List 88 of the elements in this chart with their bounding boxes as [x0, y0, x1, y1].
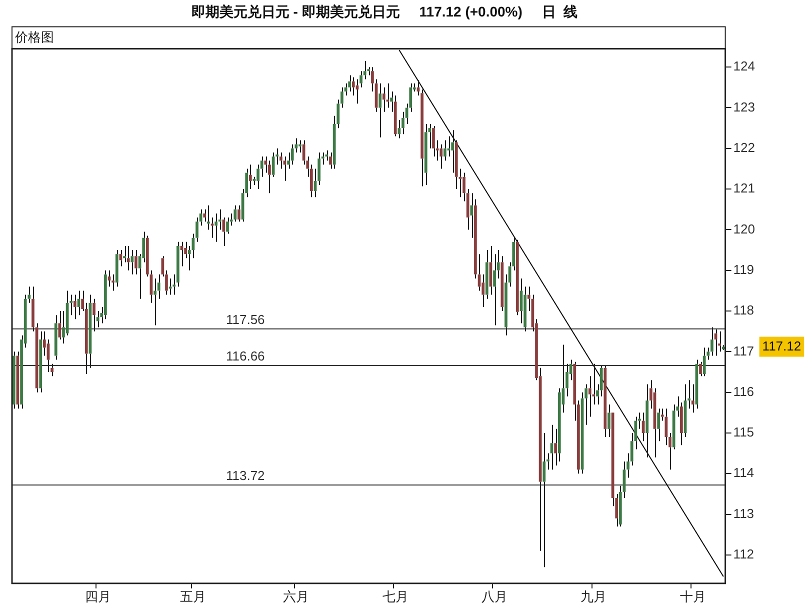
- candlestick: [123, 245, 126, 263]
- candlestick: [298, 140, 302, 153]
- candlestick: [398, 119, 401, 139]
- y-tick-label: 124: [733, 58, 756, 74]
- candlestick: [112, 274, 115, 292]
- x-tick-label: 六月: [283, 588, 310, 604]
- candlestick: [290, 144, 294, 166]
- candlestick: [493, 254, 496, 326]
- candlestick: [558, 388, 561, 462]
- text: 价格图: [14, 29, 54, 44]
- candlestick: [134, 250, 138, 275]
- candlestick: [115, 250, 118, 288]
- candlestick: [226, 217, 229, 234]
- candlestick: [702, 347, 706, 377]
- candlestick: [382, 86, 386, 112]
- candlestick: [329, 152, 332, 170]
- candlestick: [615, 493, 618, 527]
- candlestick: [554, 428, 557, 466]
- candlestick: [710, 326, 714, 356]
- candlestick: [440, 144, 443, 170]
- candlestick: [699, 361, 702, 377]
- candlestick: [268, 160, 271, 194]
- candlestick: [287, 152, 290, 170]
- text: 117.12: [762, 338, 802, 354]
- candlestick: [74, 294, 76, 320]
- candlestick: [371, 66, 374, 92]
- candlestick: [691, 384, 694, 414]
- candlestick: [214, 212, 218, 242]
- candlestick: [646, 384, 649, 458]
- y-tick-label: 123: [733, 99, 756, 114]
- candlestick: [444, 140, 446, 162]
- candlestick: [378, 82, 382, 138]
- candlestick: [54, 314, 58, 360]
- candlestick: [348, 74, 352, 92]
- y-tick-label: 114: [733, 465, 754, 480]
- x-tick-label: 九月: [580, 588, 607, 604]
- candlestick: [264, 156, 268, 174]
- candlestick: [550, 424, 554, 470]
- candlestick: [188, 245, 191, 271]
- candlestick: [604, 365, 607, 438]
- candlestick: [402, 111, 404, 135]
- x-tick-label: 十月: [680, 588, 706, 604]
- candlestick: [203, 208, 206, 222]
- candlestick: [657, 408, 660, 442]
- candlestick: [39, 330, 42, 393]
- y-tick-label: 118: [733, 302, 754, 318]
- y-tick-label: 115: [733, 424, 754, 440]
- candlestick: [618, 485, 622, 527]
- candlestick: [126, 245, 130, 271]
- candlestick: [608, 404, 610, 438]
- candlestick: [104, 270, 107, 320]
- y-tick-label: 116: [733, 384, 754, 399]
- candlestick: [234, 204, 237, 222]
- x-tick-label: 五月: [180, 588, 206, 604]
- candlestick: [352, 76, 355, 96]
- candlestick: [154, 278, 156, 326]
- candlestick: [238, 204, 240, 222]
- candlestick: [42, 330, 46, 356]
- candlestick: [588, 376, 592, 418]
- x-tick-label: 四月: [84, 588, 111, 604]
- ref-line-label: 113.72: [226, 468, 265, 484]
- ref-line-label: 117.56: [226, 312, 265, 327]
- candlestick: [92, 298, 96, 332]
- candlestick: [279, 152, 282, 170]
- candlestick: [130, 250, 134, 275]
- candlestick: [248, 164, 252, 190]
- y-tick-label: 113: [733, 506, 754, 521]
- candlestick: [394, 95, 397, 137]
- candlestick: [470, 192, 474, 238]
- candlestick: [451, 130, 454, 174]
- candlestick: [256, 164, 260, 190]
- candlestick: [660, 408, 664, 422]
- candlestick: [432, 126, 435, 158]
- candlestick: [207, 204, 210, 230]
- x-tick-label: 七月: [382, 588, 408, 604]
- y-tick-label: 120: [733, 221, 756, 236]
- candlestick: [542, 432, 546, 568]
- y-tick-label: 122: [733, 140, 756, 155]
- y-tick-label: 117: [733, 343, 754, 358]
- y-tick-label: 121: [733, 180, 756, 196]
- y-tick-label: 112: [733, 546, 754, 562]
- x-tick-label: 八月: [482, 588, 508, 604]
- candlestick: [718, 330, 722, 352]
- ref-line-label: 116.66: [226, 348, 265, 364]
- chart-title: 即期美元兑日元 - 即期美元兑日元 117.12 (+0.00%) 日 线: [191, 3, 578, 20]
- y-tick-label: 119: [733, 262, 754, 277]
- candlestick: [516, 239, 519, 316]
- candlestick: [146, 235, 149, 277]
